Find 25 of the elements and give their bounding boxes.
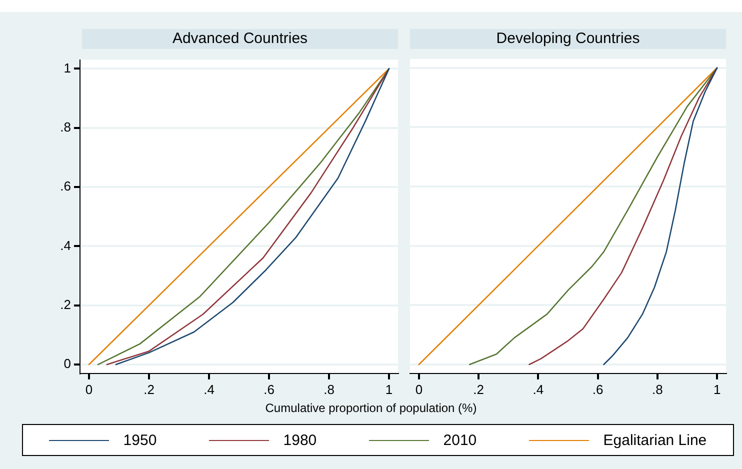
x-tick-label: .8 <box>324 382 334 397</box>
legend-label: 2010 <box>443 432 477 448</box>
x-tick-label: .4 <box>532 382 544 397</box>
x-tick-label: .2 <box>144 382 154 397</box>
y-tick-label: 0 <box>64 356 71 372</box>
y-tick-label: .4 <box>60 238 71 253</box>
x-tick-label: .6 <box>264 382 274 397</box>
legend-label: Egalitarian Line <box>603 432 707 448</box>
legend-label: 1950 <box>123 432 157 448</box>
y-tick-label: .6 <box>60 178 71 194</box>
x-tick-label: 0 <box>85 382 93 397</box>
legend-label: 1980 <box>283 432 317 448</box>
y-tick-label: 1 <box>64 60 71 76</box>
x-tick-label: 0 <box>415 382 423 397</box>
x-tick-label: .2 <box>473 382 484 397</box>
y-tick-label: .8 <box>60 119 71 134</box>
x-tick-label: 1 <box>385 382 393 397</box>
x-tick-label: .8 <box>652 382 663 397</box>
x-axis-title: Cumulative proportion of population (%) <box>264 401 478 415</box>
x-tick-label: .6 <box>592 382 604 397</box>
chart-title: Advanced Countries <box>82 29 398 49</box>
x-tick-label: .4 <box>204 382 214 397</box>
x-tick-label: 1 <box>713 382 721 397</box>
y-tick-label: .2 <box>60 296 71 312</box>
chart-title: Developing Countries <box>410 29 726 49</box>
